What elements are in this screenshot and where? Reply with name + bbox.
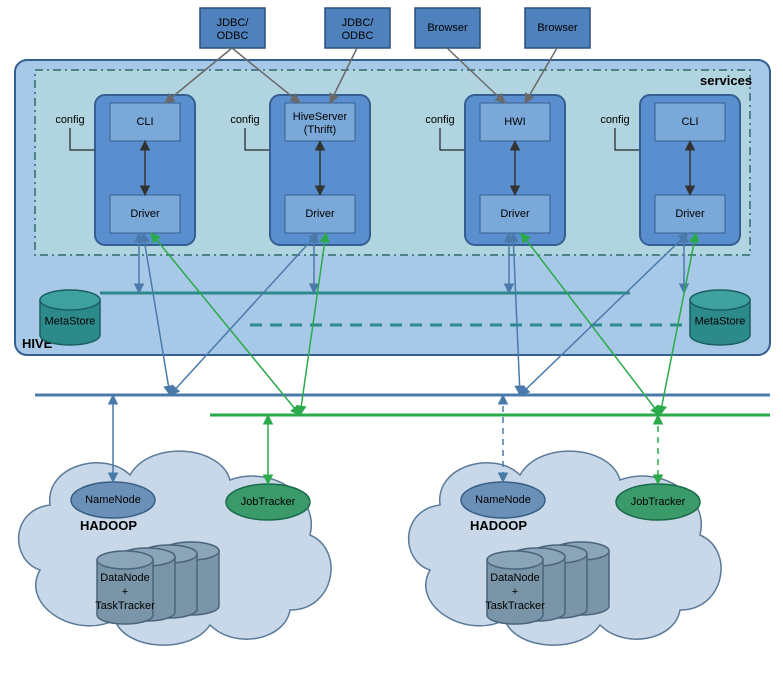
svg-text:config: config	[600, 114, 629, 126]
svg-text:Driver: Driver	[675, 208, 705, 220]
svg-text:Browser: Browser	[427, 22, 468, 34]
svg-text:Driver: Driver	[500, 208, 530, 220]
svg-text:CLI: CLI	[136, 116, 153, 128]
svg-text:HADOOP: HADOOP	[470, 518, 527, 533]
svg-text:Driver: Driver	[130, 208, 160, 220]
svg-text:Driver: Driver	[305, 208, 335, 220]
svg-text:DataNode: DataNode	[100, 572, 150, 584]
svg-text:+: +	[512, 586, 518, 598]
svg-text:JDBC/: JDBC/	[217, 17, 250, 29]
svg-text:TaskTracker: TaskTracker	[485, 600, 545, 612]
svg-text:config: config	[425, 114, 454, 126]
svg-text:config: config	[55, 114, 84, 126]
svg-text:JobTracker: JobTracker	[631, 496, 686, 508]
svg-text:(Thrift): (Thrift)	[304, 124, 336, 136]
svg-text:services: services	[700, 73, 752, 88]
svg-text:TaskTracker: TaskTracker	[95, 600, 155, 612]
svg-text:config: config	[230, 114, 259, 126]
svg-text:ODBC: ODBC	[217, 30, 249, 42]
svg-text:MetaStore: MetaStore	[45, 315, 96, 327]
svg-text:HiveServer: HiveServer	[293, 111, 348, 123]
svg-text:JDBC/: JDBC/	[342, 17, 375, 29]
svg-text:NameNode: NameNode	[475, 494, 531, 506]
svg-text:MetaStore: MetaStore	[695, 315, 746, 327]
svg-text:CLI: CLI	[681, 116, 698, 128]
svg-text:DataNode: DataNode	[490, 572, 540, 584]
svg-text:JobTracker: JobTracker	[241, 496, 296, 508]
svg-text:Browser: Browser	[537, 22, 578, 34]
svg-text:ODBC: ODBC	[342, 30, 374, 42]
svg-text:NameNode: NameNode	[85, 494, 141, 506]
svg-text:HADOOP: HADOOP	[80, 518, 137, 533]
svg-text:+: +	[122, 586, 128, 598]
svg-text:HWI: HWI	[504, 116, 525, 128]
